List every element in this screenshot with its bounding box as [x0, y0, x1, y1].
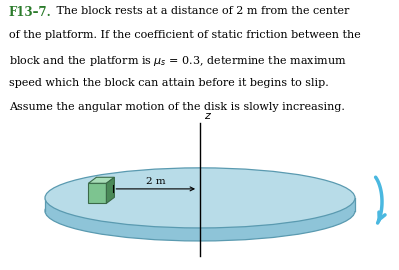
Text: 2 m: 2 m — [146, 177, 166, 186]
Text: speed which the block can attain before it begins to slip.: speed which the block can attain before … — [9, 78, 328, 88]
Text: z: z — [204, 111, 210, 121]
Ellipse shape — [45, 181, 355, 241]
Text: Assume the angular motion of the disk is slowly increasing.: Assume the angular motion of the disk is… — [9, 102, 345, 112]
Text: F13–7.: F13–7. — [9, 6, 51, 19]
Text: block and the platform is $\mu_s$ = 0.3, determine the maximum: block and the platform is $\mu_s$ = 0.3,… — [9, 55, 346, 68]
Polygon shape — [45, 198, 355, 211]
Polygon shape — [89, 177, 115, 183]
Text: The block rests at a distance of 2 m from the center: The block rests at a distance of 2 m fro… — [46, 6, 349, 16]
Ellipse shape — [45, 168, 355, 228]
Text: of the platform. If the coefficient of static friction between the: of the platform. If the coefficient of s… — [9, 31, 361, 40]
Polygon shape — [89, 183, 107, 203]
Polygon shape — [107, 177, 115, 203]
